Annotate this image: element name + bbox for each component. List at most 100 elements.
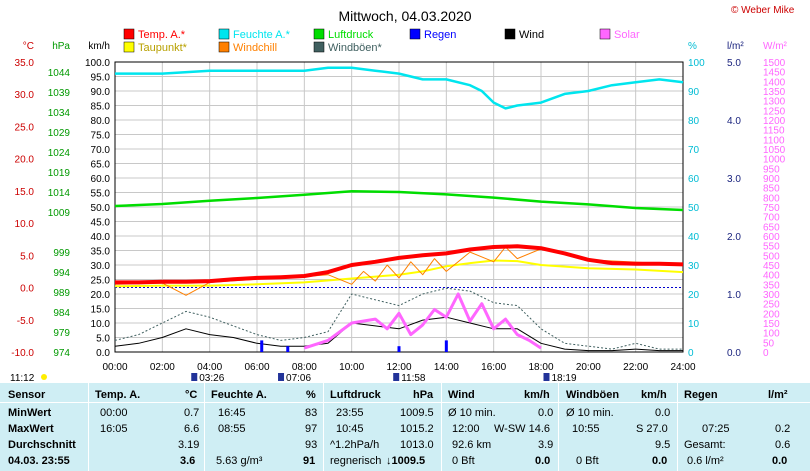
row-current-hum: 91 xyxy=(303,455,316,467)
tick-label-pressure: 1014 xyxy=(48,188,71,199)
tick-label-solar: 550 xyxy=(763,242,780,253)
tick-label-rain: 3.0 xyxy=(727,174,741,185)
tick-label-x: 02:00 xyxy=(150,362,175,373)
tick-label-temp: -5.0 xyxy=(17,316,35,327)
legend-label: Luftdruck xyxy=(328,29,374,41)
row-current-hum-note: 5.63 g/m³ xyxy=(216,455,263,467)
tick-label-wind: 60.0 xyxy=(91,174,111,185)
marker-icon xyxy=(278,373,285,381)
tick-label-solar: 250 xyxy=(763,300,780,311)
row-avg-press-note: ^1.2hPa/h xyxy=(330,439,380,451)
row-current-wind-note: 0 Bft xyxy=(452,455,475,467)
tick-label-pressure: 979 xyxy=(53,328,70,339)
tick-label-x: 00:00 xyxy=(102,362,127,373)
weather-chart: Mittwoch, 04.03.2020 °C 35.0 30.0 25.0 20.0 1… xyxy=(10,8,788,383)
tick-label-x: 08:00 xyxy=(292,362,317,373)
tick-label-wind: 100.0 xyxy=(85,58,110,69)
legend-label: Taupunkt* xyxy=(138,42,188,54)
row-min-hum-time: 16:45 xyxy=(218,407,246,419)
tick-label-solar: 800 xyxy=(763,193,780,204)
tick-label-solar: 900 xyxy=(763,174,780,185)
tick-label-wind: 95.0 xyxy=(91,73,111,84)
series-line-wind xyxy=(114,316,683,352)
tick-label-rain: 2.0 xyxy=(727,232,741,243)
tick-label-solar: 0 xyxy=(763,348,769,359)
row-current-gust-note: 0 Bft xyxy=(576,455,599,467)
tick-label-solar: 650 xyxy=(763,222,780,233)
tick-label-solar: 400 xyxy=(763,271,780,282)
tick-label-solar: 1000 xyxy=(763,155,786,166)
chart-title: Mittwoch, 04.03.2020 xyxy=(338,8,471,24)
tick-label-solar: 850 xyxy=(763,184,780,195)
legend-swatch xyxy=(313,28,325,40)
row-avg-wind-note: 92.6 km xyxy=(452,439,492,451)
marker-icon xyxy=(393,373,400,381)
tick-label-wind: 30.0 xyxy=(91,261,111,272)
chart-axes: °C 35.0 30.0 25.0 20.0 15.0 10.0 5.0 0.0 -5.0 -10.… xyxy=(11,41,787,373)
tick-label-solar: 350 xyxy=(763,280,780,291)
axis-unit-solar: W/m² xyxy=(763,41,788,52)
row-min-wind: 0.0 xyxy=(538,407,554,419)
legend-swatch xyxy=(313,41,325,53)
tick-label-temp: 25.0 xyxy=(15,122,35,133)
tick-label-humidity: 100 xyxy=(688,58,705,69)
tick-label-solar: 100 xyxy=(763,329,780,340)
tick-label-x: 22:00 xyxy=(623,362,648,373)
legend-swatch xyxy=(123,41,135,53)
chart-grid xyxy=(114,61,684,353)
row-min-temp-time: 00:00 xyxy=(100,407,128,419)
row-max-hum: 97 xyxy=(305,423,318,435)
tick-label-solar: 1500 xyxy=(763,58,786,69)
tick-label-pressure: 1034 xyxy=(48,108,71,119)
row-avg-hum: 93 xyxy=(305,439,318,451)
tick-label-solar: 750 xyxy=(763,203,780,214)
tick-label-x: 20:00 xyxy=(576,362,601,373)
tick-label-temp: 35.0 xyxy=(15,58,35,69)
tick-label-wind: 55.0 xyxy=(91,189,111,200)
row-avg-temp: 3.19 xyxy=(178,439,200,451)
table-header-gust: Windböen xyxy=(566,389,620,401)
row-avg-press: 1013.0 xyxy=(400,439,434,451)
tick-label-wind: 80.0 xyxy=(91,116,111,127)
tick-label-humidity: 70 xyxy=(688,145,700,156)
tick-label-x: 16:00 xyxy=(481,362,506,373)
row-max-press-time: 10:45 xyxy=(336,423,364,435)
axis-unit-rain: l/m² xyxy=(727,41,744,52)
legend-label: Windböen* xyxy=(328,42,383,54)
series-line-solar xyxy=(303,292,542,350)
tick-label-solar: 500 xyxy=(763,251,780,262)
row-max-wind-dir: W-SW 14.6 xyxy=(494,423,551,435)
legend-label: Wind xyxy=(519,29,544,41)
axis-unit-temp: °C xyxy=(23,41,34,52)
tick-label-wind: 5.0 xyxy=(96,334,110,345)
tick-label-wind: 25.0 xyxy=(91,276,111,287)
tick-label-pressure: 1044 xyxy=(48,68,71,79)
row-avg-gust: 9.5 xyxy=(655,439,671,451)
row-current-wind: 0.0 xyxy=(535,455,551,467)
row-min-press-time: 23:55 xyxy=(336,407,364,419)
tick-label-pressure: 999 xyxy=(53,248,70,259)
tick-label-pressure: 1019 xyxy=(48,168,71,179)
table-header-pressure-unit: hPa xyxy=(413,389,434,401)
tick-label-humidity: 90 xyxy=(688,87,700,98)
row-max-rain-time: 07:25 xyxy=(702,423,730,435)
tick-label-humidity: 40 xyxy=(688,232,700,243)
axis-unit-humidity: % xyxy=(688,41,697,52)
row-max-gust: S 27.0 xyxy=(636,423,668,435)
tick-label-temp: 10.0 xyxy=(15,219,35,230)
marker-label: 03:26 xyxy=(199,373,224,383)
tick-label-humidity: 50 xyxy=(688,203,700,214)
legend-label: Windchill xyxy=(233,42,277,54)
table-header-pressure: Luftdruck xyxy=(330,389,381,401)
row-avg-rain-note: Gesamt: xyxy=(684,439,726,451)
legend-swatch xyxy=(218,41,230,53)
tick-label-solar: 700 xyxy=(763,213,780,224)
row-avg-rain: 0.6 xyxy=(775,439,791,451)
table-header-temp: Temp. A. xyxy=(95,389,141,401)
row-min-hum: 83 xyxy=(305,407,318,419)
tick-label-humidity: 30 xyxy=(688,261,700,272)
row-min-gust: 0.0 xyxy=(655,407,671,419)
row-max-temp: 6.6 xyxy=(184,423,200,435)
tick-label-solar: 1400 xyxy=(763,77,786,88)
row-max-gust-time: 10:55 xyxy=(572,423,600,435)
